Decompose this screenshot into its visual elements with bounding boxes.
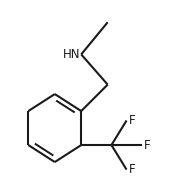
Text: F: F	[143, 139, 150, 152]
Text: F: F	[129, 163, 135, 176]
Text: HN: HN	[63, 48, 80, 61]
Text: F: F	[129, 114, 135, 127]
